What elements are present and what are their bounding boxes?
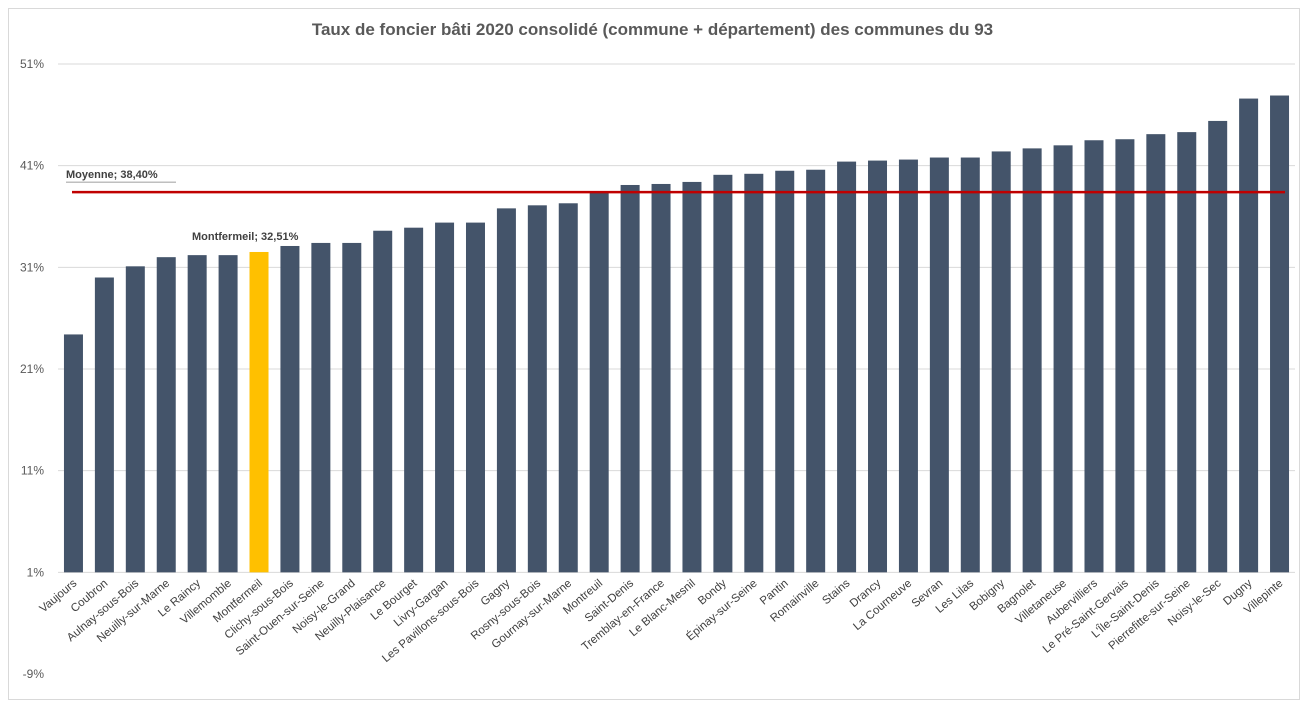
bar — [527, 205, 547, 573]
y-tick-label: 11% — [21, 464, 44, 478]
y-tick-label: 41% — [20, 159, 44, 173]
bar — [280, 245, 300, 573]
bar — [125, 266, 145, 573]
bar — [898, 159, 918, 573]
bar — [187, 255, 207, 573]
y-tick-label: 1% — [27, 565, 45, 579]
mean-line-label: Moyenne; 38,40% — [66, 169, 158, 181]
bar — [311, 242, 331, 573]
bar — [713, 174, 733, 573]
bar — [1022, 148, 1042, 573]
bar — [775, 170, 795, 573]
bar — [342, 242, 362, 573]
bar — [682, 181, 702, 573]
bar — [960, 157, 980, 573]
bar — [1053, 145, 1073, 573]
highlight-label: Montfermeil; 32,51% — [192, 231, 299, 243]
bar — [744, 173, 764, 573]
bar — [651, 183, 671, 573]
bar — [373, 230, 393, 573]
bar — [991, 151, 1011, 573]
bar — [1177, 132, 1197, 573]
bar — [156, 257, 176, 573]
bar — [929, 157, 949, 573]
bar — [558, 203, 578, 573]
bar-highlight — [249, 251, 269, 573]
y-tick-label: 51% — [20, 57, 44, 71]
y-tick-label: 21% — [20, 362, 44, 376]
bar — [1208, 120, 1228, 573]
bar — [435, 222, 455, 573]
bar — [1084, 140, 1104, 573]
y-tick-label: 31% — [20, 260, 44, 274]
bar — [63, 334, 83, 573]
y-tick-label: -9% — [23, 667, 45, 681]
bar — [1146, 134, 1166, 573]
bar — [620, 184, 640, 573]
bar — [1270, 95, 1290, 573]
category-label: Stains — [820, 577, 852, 607]
bar — [868, 160, 888, 573]
bar — [806, 169, 826, 573]
bar — [94, 277, 114, 573]
bar — [404, 227, 424, 573]
bar — [496, 208, 516, 573]
bar — [1239, 98, 1259, 573]
bar — [837, 161, 857, 573]
bar — [1115, 139, 1135, 573]
bar — [465, 222, 485, 573]
chart-title: Taux de foncier bâti 2020 consolidé (com… — [311, 20, 994, 39]
bar — [589, 192, 609, 573]
bar — [218, 255, 238, 573]
